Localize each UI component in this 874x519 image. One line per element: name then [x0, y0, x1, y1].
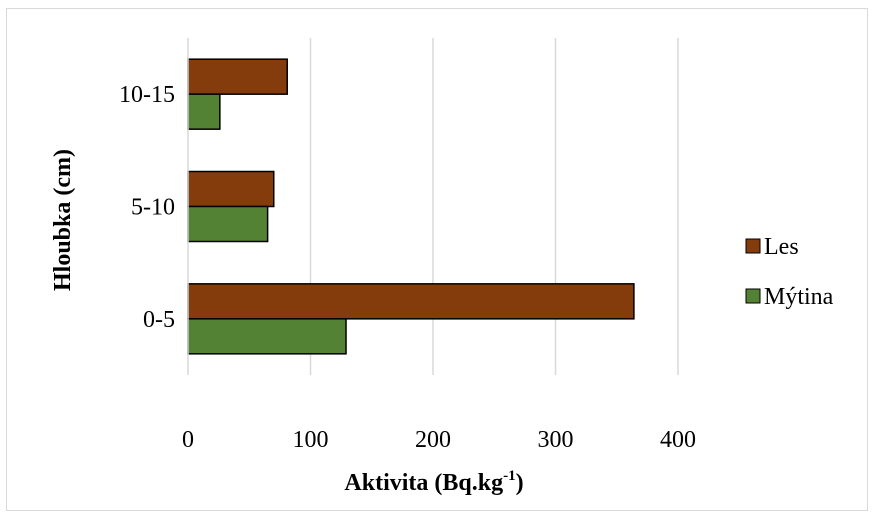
bar-m-tina-5-10: [187, 205, 269, 243]
y-tick-labels: 0-5 5-10 10-15: [119, 82, 175, 333]
x-axis-title: Aktivita (Bq.kg-1): [344, 468, 523, 496]
bar-les-10-15: [187, 58, 288, 95]
x-tick-label: 0: [182, 427, 194, 453]
legend-label: Les: [764, 234, 799, 260]
y-tick-label: 0-5: [143, 307, 175, 333]
bar-m-tina-10-15: [187, 93, 221, 130]
legend-swatch: [745, 288, 761, 304]
x-tick-label: 200: [415, 427, 451, 453]
legend-label: Mýtina: [764, 284, 834, 310]
gridlines: [309, 38, 679, 375]
bar-m-tina-0-5: [187, 318, 347, 355]
y-tick-label: 5-10: [131, 195, 175, 221]
x-tick-label: 100: [293, 427, 329, 453]
bars: [187, 58, 635, 355]
x-tick-label: 400: [660, 427, 696, 453]
legend: Les Mýtina: [745, 234, 834, 310]
chart-frame: [6, 8, 868, 511]
bar-les-0-5: [187, 283, 635, 320]
bar-les-5-10: [187, 170, 275, 208]
legend-swatch: [745, 238, 761, 254]
y-tick-label: 10-15: [119, 82, 175, 108]
x-tick-label: 300: [538, 427, 574, 453]
y-axis-title: Hloubka (cm): [50, 149, 76, 291]
x-tick-labels: 0 100 200 300 400: [182, 427, 696, 453]
